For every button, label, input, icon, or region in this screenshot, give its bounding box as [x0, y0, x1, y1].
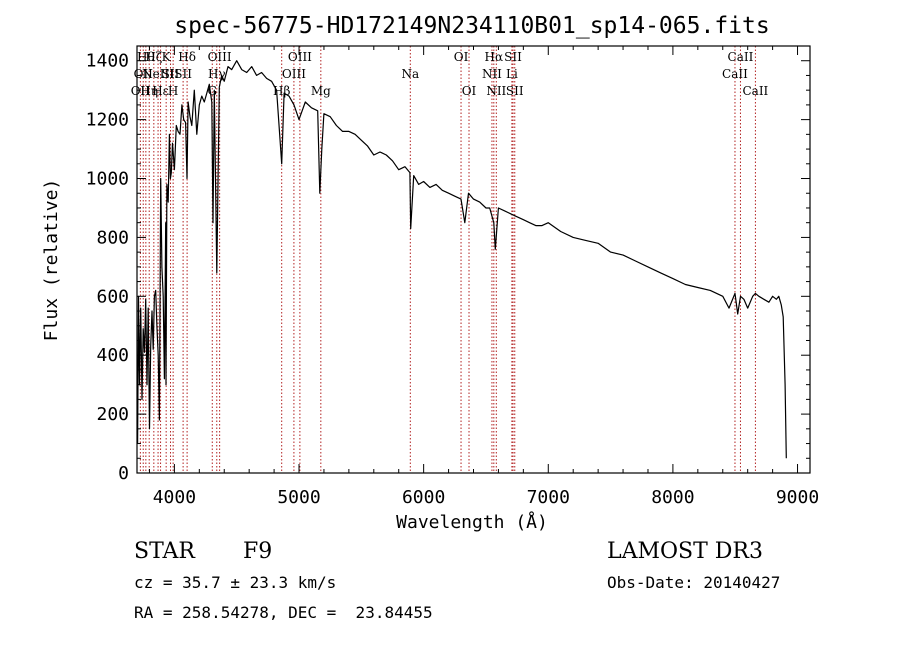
y-tick-label-4: 800: [96, 227, 129, 248]
axis-ticks: [137, 46, 810, 474]
marker-label-3: Hη: [140, 84, 158, 98]
survey-name: LAMOST DR3: [607, 539, 763, 564]
marker-label-23: Hα: [485, 50, 504, 64]
marker-label-10: Hδ: [178, 50, 196, 64]
marker-label-17: OIII: [288, 50, 312, 64]
marker-label-18: Mg: [311, 84, 331, 98]
x-tick-label-2: 6000: [402, 487, 445, 508]
ra-dec-coordinates: RA = 258.54278, DEC = 23.84455: [134, 603, 433, 622]
redshift-cz: cz = 35.7 ± 23.3 km/s: [134, 573, 337, 592]
marker-label-9: H: [168, 84, 178, 98]
y-tick-label-1: 200: [96, 404, 129, 425]
marker-label-4: Hζ: [145, 50, 162, 64]
marker-label-5: NeIII: [142, 67, 174, 81]
marker-label-29: CaII: [728, 50, 754, 64]
marker-label-16: OIII: [282, 67, 306, 81]
flux-series-line: [137, 60, 787, 459]
y-tick-label-3: 600: [96, 286, 129, 307]
x-tick-label-4: 8000: [651, 487, 694, 508]
marker-label-21: OI: [462, 84, 477, 98]
object-subclass: F9: [243, 539, 273, 564]
marker-label-6: Hε: [152, 84, 169, 98]
observation-date: Obs-Date: 20140427: [607, 573, 781, 592]
object-class: STAR: [134, 539, 195, 564]
plot-frame: [136, 45, 811, 474]
marker-label-26: SII: [504, 50, 522, 64]
axis-tick-labels: 4000 5000 6000 7000 8000 9000 0 200 400 600 800 100…: [86, 51, 820, 508]
marker-label-0: OII: [131, 84, 151, 98]
marker-label-22: NII: [482, 67, 502, 81]
spectral-line-markers: [139, 46, 756, 473]
marker-label-14: OIII: [208, 50, 232, 64]
marker-label-27: SII: [506, 84, 524, 98]
marker-label-11: SII: [174, 67, 192, 81]
marker-label-20: OI: [454, 50, 469, 64]
marker-label-7: K: [162, 50, 172, 64]
marker-label-30: CaII: [742, 84, 768, 98]
chart-title: spec-56775-HD172149N234110B01_sp14-065.f…: [174, 13, 769, 39]
y-tick-label-7: 1400: [86, 51, 129, 72]
y-tick-label-2: 400: [96, 345, 129, 366]
marker-label-1: OII: [134, 67, 154, 81]
y-tick-label-0: 0: [118, 463, 129, 484]
x-tick-label-5: 9000: [776, 487, 819, 508]
x-tick-label-0: 4000: [153, 487, 196, 508]
spectral-line-labels: OIIOIIHθHηHζNeIIIHεKSIIHHδSIIGHγOIIIHβOI…: [131, 50, 769, 98]
x-tick-label-3: 7000: [527, 487, 570, 508]
marker-label-19: Na: [401, 67, 419, 81]
marker-label-8: SII: [162, 67, 180, 81]
y-axis-label: Flux (relative): [41, 179, 62, 342]
marker-label-24: NII: [486, 84, 506, 98]
marker-label-12: G: [207, 84, 217, 98]
marker-label-28: CaII: [722, 67, 748, 81]
marker-label-25: Li: [506, 67, 518, 81]
y-tick-label-5: 1000: [86, 169, 129, 190]
x-tick-label-1: 5000: [277, 487, 320, 508]
y-tick-label-6: 1200: [86, 110, 129, 131]
x-axis-label: Wavelength (Å): [396, 511, 548, 533]
